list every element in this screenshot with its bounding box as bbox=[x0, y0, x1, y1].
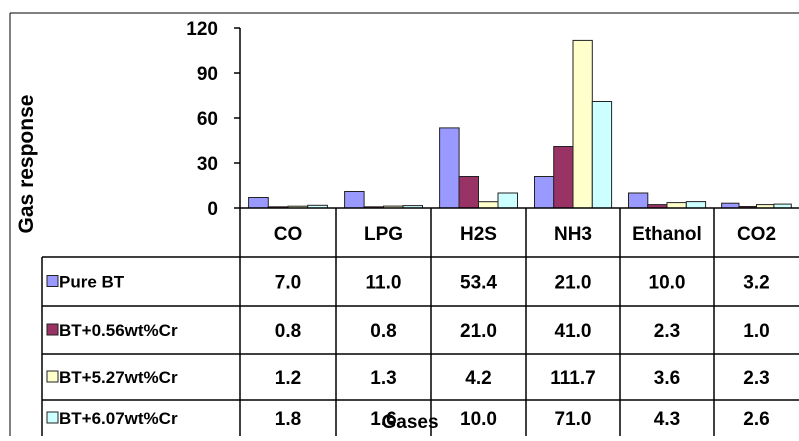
data-label: 1.8 bbox=[275, 409, 301, 430]
data-label: 0.8 bbox=[275, 321, 301, 342]
bar bbox=[498, 193, 518, 208]
category-label: H2S bbox=[460, 224, 497, 245]
legend-swatch bbox=[47, 276, 58, 287]
data-label: 1.3 bbox=[370, 368, 396, 389]
bar bbox=[345, 192, 365, 209]
bar bbox=[686, 202, 705, 208]
bar bbox=[479, 202, 499, 208]
data-label: 0.8 bbox=[370, 321, 396, 342]
y-axis-title: Gas response bbox=[15, 95, 38, 234]
category-label: CO2 bbox=[737, 224, 776, 245]
legend-swatch bbox=[47, 324, 58, 335]
data-label: 4.3 bbox=[654, 409, 680, 430]
data-label: 4.2 bbox=[465, 368, 491, 389]
data-label: 21.0 bbox=[460, 321, 497, 342]
data-label: 1.2 bbox=[275, 368, 301, 389]
data-label: 3.2 bbox=[743, 273, 769, 294]
data-label: 21.0 bbox=[555, 273, 592, 294]
data-label: 10.0 bbox=[460, 409, 497, 430]
legend-label: BT+6.07wt%Cr bbox=[59, 409, 178, 428]
y-tick-label: 0 bbox=[207, 199, 218, 220]
bar bbox=[573, 40, 592, 208]
data-label: 2.6 bbox=[743, 409, 769, 430]
data-label: 10.0 bbox=[649, 273, 686, 294]
bar bbox=[249, 198, 269, 209]
legend-swatch bbox=[47, 412, 58, 423]
data-label: 7.0 bbox=[275, 273, 301, 294]
y-tick-label: 120 bbox=[186, 19, 218, 40]
bar bbox=[459, 177, 479, 209]
data-label: 53.4 bbox=[460, 273, 497, 294]
category-label: LPG bbox=[364, 224, 403, 245]
y-tick-label: 30 bbox=[197, 154, 218, 175]
bar bbox=[667, 203, 686, 208]
bar bbox=[592, 102, 611, 209]
y-tick-label: 60 bbox=[197, 109, 218, 130]
x-axis-title: Gases bbox=[381, 412, 438, 433]
bar bbox=[554, 147, 573, 209]
legend-label: BT+0.56wt%Cr bbox=[59, 321, 178, 340]
data-label: 2.3 bbox=[654, 321, 680, 342]
legend-swatch bbox=[47, 371, 58, 382]
category-label: CO bbox=[274, 224, 303, 245]
bar bbox=[535, 177, 554, 209]
bar bbox=[629, 193, 648, 208]
data-label: 71.0 bbox=[555, 409, 592, 430]
legend-label: Pure BT bbox=[59, 273, 125, 292]
category-label: Ethanol bbox=[632, 224, 702, 245]
data-label: 1.0 bbox=[743, 321, 769, 342]
legend-label: BT+5.27wt%Cr bbox=[59, 368, 178, 387]
data-label: 11.0 bbox=[366, 273, 402, 294]
bar bbox=[440, 128, 460, 208]
category-label: NH3 bbox=[554, 224, 592, 245]
data-label: 3.6 bbox=[654, 368, 680, 389]
y-tick-label: 90 bbox=[197, 64, 218, 85]
data-label: 41.0 bbox=[555, 321, 592, 342]
data-label: 2.3 bbox=[743, 368, 769, 389]
data-label: 111.7 bbox=[550, 368, 595, 389]
